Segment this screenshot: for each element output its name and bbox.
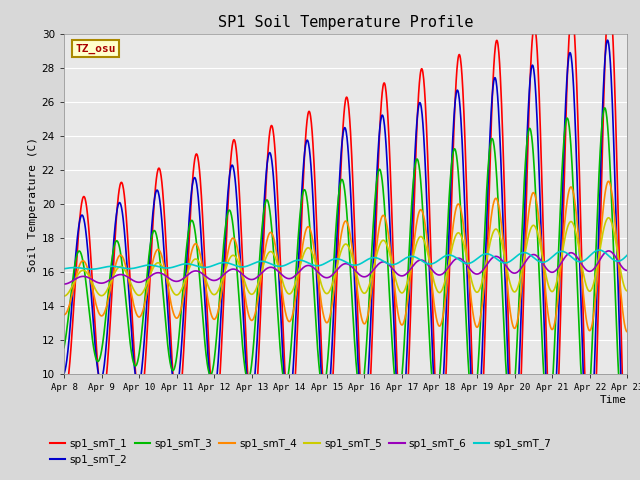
sp1_smT_4 xyxy=(605,179,612,184)
sp1_smT_2 xyxy=(507,416,515,421)
sp1_smT_4 xyxy=(507,311,515,317)
sp1_smT_2 xyxy=(186,215,193,221)
Text: TZ_osu: TZ_osu xyxy=(76,44,116,54)
sp1_smT_5 xyxy=(556,261,564,267)
X-axis label: Time: Time xyxy=(600,395,627,405)
sp1_smT_3 xyxy=(248,356,256,361)
sp1_smT_2 xyxy=(433,422,441,428)
sp1_smT_4 xyxy=(172,315,179,321)
sp1_smT_4 xyxy=(186,260,193,265)
sp1_smT_1 xyxy=(248,420,256,425)
sp1_smT_1 xyxy=(623,479,631,480)
sp1_smT_5 xyxy=(623,288,631,294)
sp1_smT_6 xyxy=(433,272,441,277)
sp1_smT_3 xyxy=(620,422,627,428)
sp1_smT_3 xyxy=(507,408,515,414)
sp1_smT_2 xyxy=(604,37,611,43)
sp1_smT_5 xyxy=(186,265,193,271)
sp1_smT_7 xyxy=(88,266,95,272)
sp1_smT_5 xyxy=(433,288,441,293)
sp1_smT_6 xyxy=(60,281,68,287)
Line: sp1_smT_1: sp1_smT_1 xyxy=(64,0,627,480)
sp1_smT_5 xyxy=(605,215,612,221)
sp1_smT_1 xyxy=(186,234,193,240)
sp1_smT_3 xyxy=(60,345,68,350)
sp1_smT_7 xyxy=(507,258,515,264)
sp1_smT_7 xyxy=(249,261,257,267)
sp1_smT_6 xyxy=(556,262,564,267)
sp1_smT_7 xyxy=(186,261,193,267)
sp1_smT_6 xyxy=(605,248,612,254)
sp1_smT_7 xyxy=(623,252,631,258)
sp1_smT_7 xyxy=(433,258,441,264)
sp1_smT_4 xyxy=(623,329,631,335)
sp1_smT_2 xyxy=(623,456,630,462)
sp1_smT_3 xyxy=(623,392,631,397)
sp1_smT_7 xyxy=(557,249,564,254)
Line: sp1_smT_3: sp1_smT_3 xyxy=(64,108,627,425)
sp1_smT_1 xyxy=(60,387,68,393)
sp1_smT_2 xyxy=(172,388,179,394)
sp1_smT_3 xyxy=(433,397,441,403)
Y-axis label: Soil Temperature (C): Soil Temperature (C) xyxy=(28,136,38,272)
sp1_smT_5 xyxy=(60,293,68,299)
Line: sp1_smT_4: sp1_smT_4 xyxy=(64,181,627,332)
sp1_smT_5 xyxy=(172,292,179,298)
Line: sp1_smT_5: sp1_smT_5 xyxy=(64,218,627,296)
Line: sp1_smT_2: sp1_smT_2 xyxy=(64,40,627,459)
sp1_smT_2 xyxy=(248,396,256,402)
sp1_smT_1 xyxy=(556,323,564,329)
sp1_smT_1 xyxy=(433,420,441,425)
sp1_smT_4 xyxy=(556,271,564,276)
sp1_smT_4 xyxy=(60,312,68,318)
sp1_smT_5 xyxy=(248,291,256,297)
sp1_smT_2 xyxy=(623,454,631,460)
Title: SP1 Soil Temperature Profile: SP1 Soil Temperature Profile xyxy=(218,15,474,30)
sp1_smT_3 xyxy=(601,105,609,111)
sp1_smT_7 xyxy=(172,264,180,269)
sp1_smT_6 xyxy=(248,276,256,282)
sp1_smT_1 xyxy=(172,400,179,406)
sp1_smT_5 xyxy=(507,282,515,288)
sp1_smT_7 xyxy=(596,247,604,253)
sp1_smT_6 xyxy=(172,278,179,284)
sp1_smT_4 xyxy=(248,317,256,323)
sp1_smT_6 xyxy=(623,267,631,273)
Line: sp1_smT_6: sp1_smT_6 xyxy=(64,251,627,284)
sp1_smT_3 xyxy=(172,361,179,367)
Legend: sp1_smT_1, sp1_smT_2, sp1_smT_3, sp1_smT_4, sp1_smT_5, sp1_smT_6, sp1_smT_7: sp1_smT_1, sp1_smT_2, sp1_smT_3, sp1_smT… xyxy=(45,434,556,469)
sp1_smT_4 xyxy=(433,318,441,324)
sp1_smT_3 xyxy=(556,204,564,210)
sp1_smT_7 xyxy=(60,266,68,272)
sp1_smT_6 xyxy=(507,268,515,274)
sp1_smT_2 xyxy=(556,259,564,265)
sp1_smT_2 xyxy=(60,371,68,376)
sp1_smT_1 xyxy=(507,394,515,399)
sp1_smT_6 xyxy=(186,271,193,276)
sp1_smT_3 xyxy=(186,224,193,230)
Line: sp1_smT_7: sp1_smT_7 xyxy=(64,250,627,269)
